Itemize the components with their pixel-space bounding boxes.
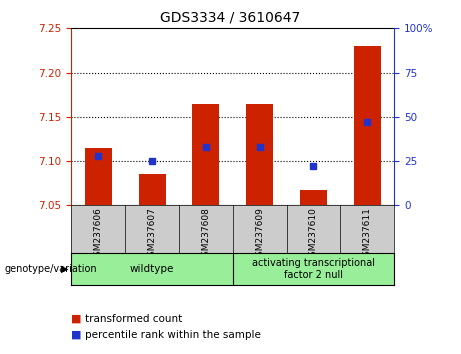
Bar: [193, 103, 219, 205]
Text: GSM237607: GSM237607: [148, 207, 157, 262]
Bar: [300, 190, 327, 205]
Text: genotype/variation: genotype/variation: [5, 264, 97, 274]
Bar: [85, 148, 112, 205]
Text: GSM237611: GSM237611: [363, 207, 372, 262]
Text: percentile rank within the sample: percentile rank within the sample: [85, 330, 261, 339]
Text: ▶: ▶: [61, 264, 68, 274]
Text: GSM237606: GSM237606: [94, 207, 103, 262]
Text: GSM237608: GSM237608: [201, 207, 210, 262]
Text: wildtype: wildtype: [130, 264, 174, 274]
Text: activating transcriptional
factor 2 null: activating transcriptional factor 2 null: [252, 258, 375, 280]
Text: transformed count: transformed count: [85, 314, 183, 324]
Text: ■: ■: [71, 314, 82, 324]
Text: ■: ■: [71, 330, 82, 339]
Text: GSM237610: GSM237610: [309, 207, 318, 262]
Text: GDS3334 / 3610647: GDS3334 / 3610647: [160, 11, 301, 25]
Bar: [139, 174, 165, 205]
Bar: [246, 103, 273, 205]
Text: GSM237609: GSM237609: [255, 207, 264, 262]
Bar: [354, 46, 381, 205]
